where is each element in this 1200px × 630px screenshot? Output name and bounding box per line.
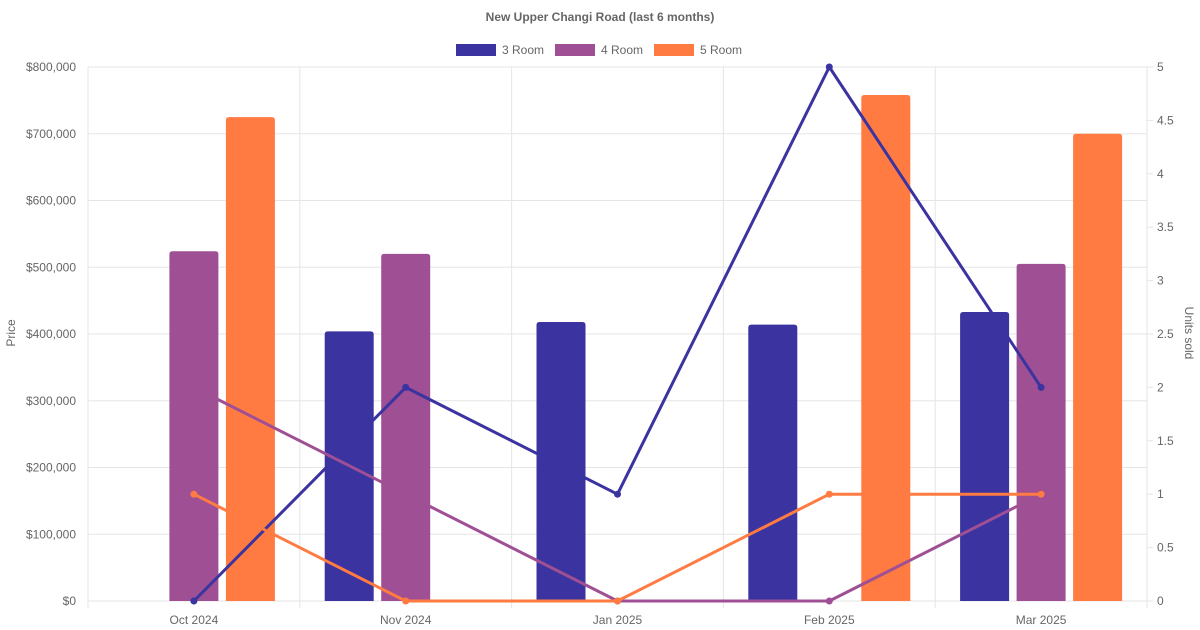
y2-tick-label: 2.5 [1157,327,1174,341]
y2-tick-label: 3 [1157,274,1164,288]
legend-label: 4 Room [601,43,643,57]
y2-tick-label: 1.5 [1157,434,1174,448]
legend-swatch-3-room [456,44,496,56]
point-5-room [825,490,833,498]
y-tick-label: $600,000 [26,194,76,208]
y2-tick-label: 3.5 [1157,220,1174,234]
y2-tick-label: 0 [1157,594,1164,608]
y-axis-left: $0 $100,000 $200,000 $300,000 $400,000 $500,0… [26,60,76,608]
point-3-room [825,63,833,71]
point-5-room [1037,490,1045,498]
legend-swatch-4-room [555,44,595,56]
y-tick-label: $0 [63,594,77,608]
legend-swatch-5-room [654,44,694,56]
x-tick-label: Nov 2024 [380,613,432,627]
line-5-room [192,492,1043,603]
point-4-room [402,490,410,498]
bar-5-room [861,95,911,601]
point-4-room [825,597,833,605]
x-axis: Oct 2024 Nov 2024 Jan 2025 Feb 2025 Mar 2025 [170,613,1067,627]
point-3-room [190,597,198,605]
bar-3-room [536,321,586,601]
y-axis-right: 0 0.5 1 1.5 2 2.5 3 3.5 4 4.5 5 [1157,60,1174,608]
point-5-room [190,490,198,498]
y-tick-label: $300,000 [26,394,76,408]
bar-5-room [1073,133,1123,601]
chart-title: New Upper Changi Road (last 6 months) [486,10,715,24]
bar-3-room [748,324,798,601]
bar-4-room [1016,263,1066,601]
y2-axis-title: Units sold [1182,307,1196,360]
y-tick-label: $800,000 [26,60,76,74]
bar-5-room [225,117,275,601]
point-4-room [190,383,198,391]
point-3-room [614,490,621,498]
y-axis-title: Price [4,319,18,347]
y2-tick-label: 1 [1157,487,1164,501]
y-tick-label: $100,000 [26,527,76,541]
y2-tick-label: 4 [1157,167,1164,181]
y-tick-label: $700,000 [26,127,76,141]
line-series [190,63,1045,605]
x-tick-label: Jan 2025 [593,613,643,627]
y2-tick-label: 5 [1157,60,1164,74]
bar-4-room [381,253,431,601]
legend: 3 Room 4 Room 5 Room [456,43,742,57]
point-3-room [1037,383,1045,391]
bar-3-room [960,311,1010,601]
y2-tick-label: 4.5 [1157,113,1174,127]
x-tick-label: Mar 2025 [1016,613,1067,627]
legend-label: 3 Room [502,43,544,57]
point-5-room [402,597,410,605]
x-tick-label: Oct 2024 [170,613,219,627]
bar-4-room [169,251,219,602]
y-tick-label: $200,000 [26,461,76,475]
x-tick-label: Feb 2025 [804,613,855,627]
y-tick-label: $500,000 [26,260,76,274]
y2-tick-label: 2 [1157,380,1164,394]
point-3-room [402,383,410,391]
legend-label: 5 Room [700,43,742,57]
y2-tick-label: 0.5 [1157,541,1174,555]
point-5-room [614,597,621,605]
y-tick-label: $400,000 [26,327,76,341]
